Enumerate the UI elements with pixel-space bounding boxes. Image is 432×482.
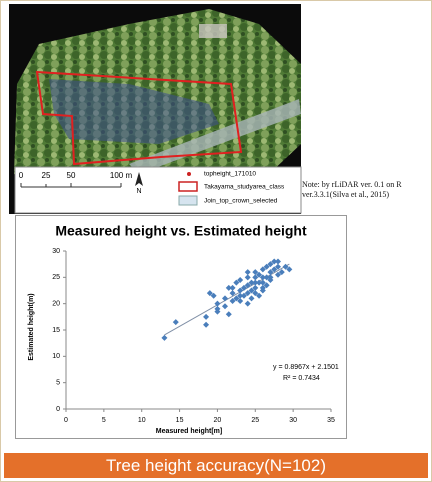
y-tick-label: 0 — [56, 406, 60, 413]
legend-label: topheight_171010 — [204, 171, 256, 178]
legend-label: Takayama_studyarea_class — [204, 184, 285, 191]
page: 0 25 50 100 m N topheight_171010 Takayam… — [0, 0, 432, 482]
legend-label: Join_top_crown_selected — [204, 198, 278, 205]
y-axis-label: Estimated height(m) — [28, 293, 35, 360]
scale-label: 100 m — [110, 171, 133, 180]
y-tick-label: 20 — [52, 301, 60, 308]
north-label: N — [136, 188, 141, 195]
x-tick-label: 35 — [327, 417, 335, 424]
x-axis-label: Measured height[m] — [156, 428, 223, 435]
chart-title: Measured height vs. Estimated height — [55, 223, 307, 239]
x-tick-label: 5 — [102, 417, 106, 424]
map-legend: 0 25 50 100 m N topheight_171010 Takayam… — [15, 167, 301, 213]
y-tick-label: 25 — [52, 274, 60, 281]
x-tick-label: 25 — [251, 417, 259, 424]
x-tick-label: 30 — [289, 417, 297, 424]
scale-label: 0 — [19, 171, 24, 180]
scale-label: 25 — [42, 171, 51, 180]
x-tick-label: 20 — [214, 417, 222, 424]
x-tick-label: 10 — [138, 417, 146, 424]
caption: Tree height accuracy(N=102) — [4, 453, 428, 478]
x-tick-label: 0 — [64, 417, 68, 424]
trend-equation: y = 0.8967x + 2.1501 — [273, 364, 339, 371]
y-tick-label: 30 — [52, 248, 60, 255]
chart-frame — [16, 216, 347, 439]
chart: Measured height vs. Estimated height Mea… — [15, 215, 347, 439]
x-tick-label: 15 — [176, 417, 184, 424]
scale-label: 50 — [67, 171, 76, 180]
r-squared: R² = 0.7434 — [283, 375, 320, 382]
y-tick-label: 5 — [56, 380, 60, 387]
aerial-map: 0 25 50 100 m N topheight_171010 Takayam… — [9, 4, 309, 216]
y-tick-label: 10 — [52, 353, 60, 360]
note: Note: by rLiDAR ver. 0.1 on R ver.3.3.1(… — [302, 180, 430, 200]
y-tick-label: 15 — [52, 327, 60, 334]
